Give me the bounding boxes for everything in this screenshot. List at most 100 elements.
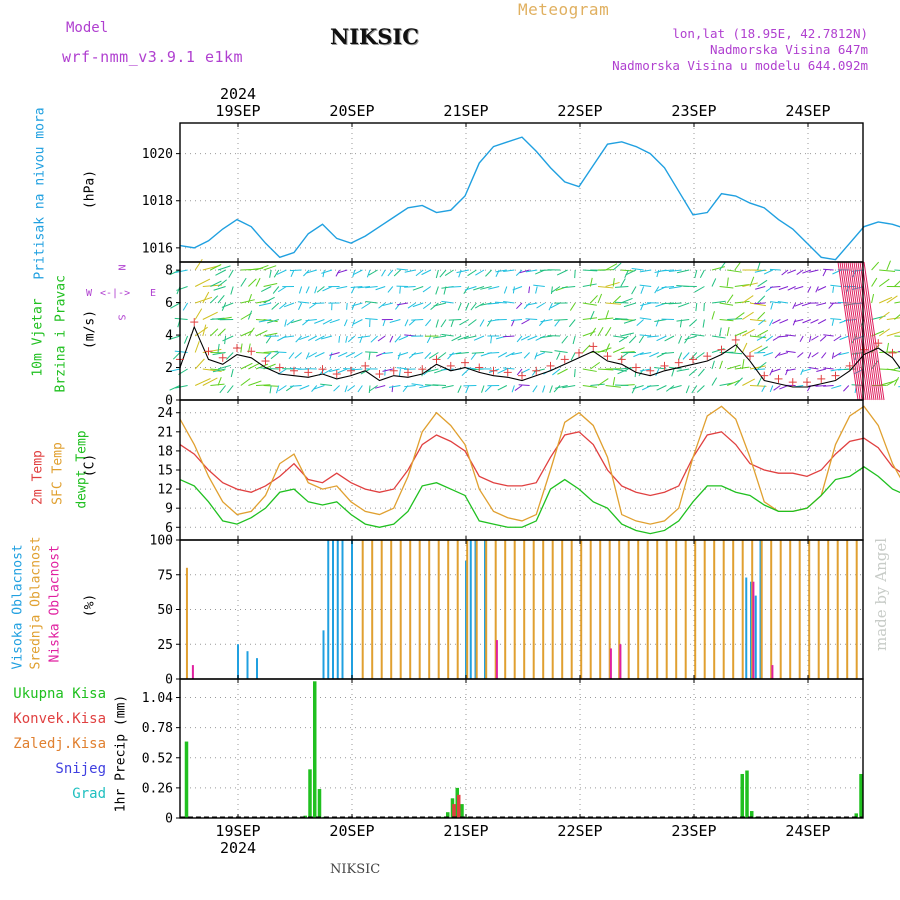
wind-arrow [322,269,325,278]
wind-arrow [614,384,629,386]
wind-arrow [258,319,272,323]
wind-arrow [277,286,287,293]
precip-bar [317,789,322,818]
wind-arrow [485,269,492,277]
cloud-bar [732,540,735,679]
precip-bar [308,769,312,818]
wind-arrow [605,263,618,271]
wind-arrow [448,319,462,321]
wind-arrow [631,267,644,271]
wind-arrow [816,368,827,372]
wind-arrow [542,385,546,393]
y-tick-label: 1020 [142,147,173,162]
wind-arrow [282,335,295,339]
wind-arrow [540,350,553,353]
wind-arrow [276,269,287,275]
wind-arrow [855,261,877,401]
compass-e: E [150,288,157,299]
wind-arrow [435,269,439,279]
wind-arrow [742,295,754,304]
wind-arrow [338,335,341,343]
wind-arrow [734,343,739,353]
wind-arrow [639,284,652,287]
wind-arrow [219,385,226,394]
wind-arrow [808,367,819,370]
wind-arrow [168,335,181,341]
wind-arrow [240,312,252,320]
wind-arrow [572,335,576,345]
y-tick-label: 18 [157,444,173,459]
wind-arrow [656,335,667,342]
wind-arrow [590,361,601,370]
wind-arrow [230,286,234,295]
cloud-bar [627,540,630,679]
wind-arrow [368,385,371,394]
cloud-bar [656,540,659,679]
wind-arrow [176,286,188,291]
wind-arrow [861,261,883,401]
cloud-bar [798,540,801,679]
cloud-bar [760,540,763,679]
wind-arrow [299,335,310,341]
wind-arrow [533,284,545,287]
cloud-bar [570,540,573,679]
cloud-bar [694,540,697,679]
wind-arrow [605,281,620,287]
wind-arrow [749,365,766,370]
wind-arrow [404,385,416,388]
wind-arrow [308,352,318,358]
cloud-bar [646,540,649,679]
wind-arrow [695,352,705,360]
wind-arrow [757,295,766,304]
cloud-bar [523,540,526,679]
wind-arrow [831,352,835,359]
wind-arrow [847,261,869,401]
wind-arrow [769,385,774,393]
wind-arrow [568,319,576,328]
wind-arrow [255,264,269,271]
wind-arrow [605,302,622,305]
wind-arrow [689,319,698,327]
wind-arrow [677,302,690,308]
wind-arrow [727,269,742,273]
cloud-bar [754,595,757,679]
wind-arrow [202,311,218,320]
wind-arrow [263,282,278,287]
y-tick-label: 24 [157,406,173,421]
y-tick-label: 75 [157,568,173,583]
wind-arrow [322,319,333,325]
wind-arrow [668,269,682,273]
wind-arrow [422,286,432,293]
wind-arrow [194,378,211,386]
wind-arrow [182,302,189,311]
wind-arrow [807,352,812,359]
wind-arrow [619,352,629,360]
precip-bar [457,794,461,818]
wind-arrow [350,286,363,288]
wind-arrow [838,352,849,356]
wind-arrow [669,385,682,390]
cloud-bar [675,540,678,679]
wind-arrow [863,261,885,401]
wind-arrow [393,269,401,277]
wind-arrow [488,286,500,290]
wind-arrow [194,278,211,287]
wind-arrow [284,319,287,327]
wind-arrow [396,302,409,306]
wind-arrow [404,286,416,288]
wind-arrow [389,319,401,323]
wind-arrow [772,319,781,324]
wind-arrow [464,335,477,340]
wind-arrow [664,335,675,342]
wind-arrow [519,269,530,274]
day-label-top: 20SEP [329,102,374,120]
cloud-bar [409,540,412,679]
wind-arrow [297,301,310,304]
y-tick-label: 15 [157,464,173,479]
wind-arrow [412,302,424,308]
wind-arrow [396,367,409,370]
wind-arrow [240,330,254,337]
wind-arrow [502,335,515,338]
wind-arrow [548,302,553,311]
wind-arrow [361,302,371,309]
